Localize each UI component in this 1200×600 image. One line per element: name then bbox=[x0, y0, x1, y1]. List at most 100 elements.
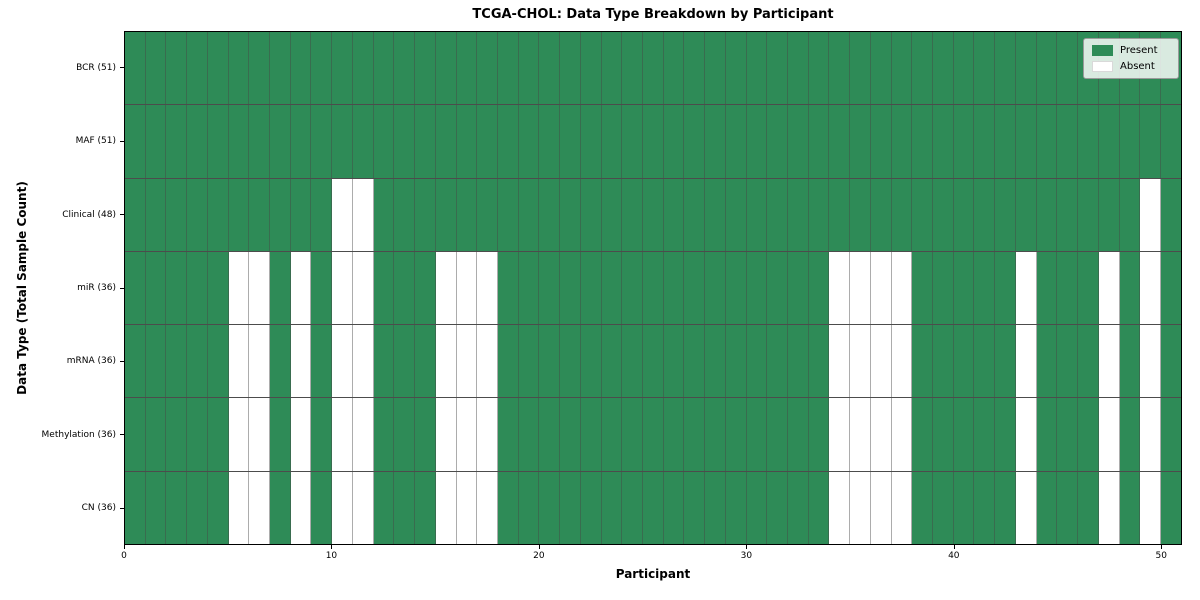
heatmap-cell-present bbox=[746, 471, 768, 544]
heatmap-cell-absent bbox=[477, 251, 498, 325]
heatmap-cell-present bbox=[912, 398, 934, 471]
heatmap-cell-absent bbox=[352, 178, 374, 251]
chart-title: TCGA-CHOL: Data Type Breakdown by Partic… bbox=[472, 7, 834, 22]
heatmap-cell-present bbox=[373, 251, 395, 325]
heatmap-cell-present bbox=[539, 471, 561, 544]
heatmap-cell-present bbox=[767, 398, 788, 471]
legend-entry-absent: Absent bbox=[1092, 61, 1170, 72]
heatmap-cell-present bbox=[933, 251, 954, 325]
heatmap-cell-present bbox=[1036, 325, 1058, 398]
heatmap-cell-present bbox=[497, 325, 519, 398]
heatmap-cell-present bbox=[725, 105, 747, 178]
heatmap-cell-present bbox=[145, 178, 167, 251]
heatmap-cell-present bbox=[705, 325, 726, 398]
heatmap-cell-absent bbox=[228, 398, 250, 471]
heatmap-cell-present bbox=[622, 32, 643, 105]
heatmap-cell-present bbox=[270, 471, 291, 544]
heatmap-cell-present bbox=[373, 398, 395, 471]
heatmap-cell-present bbox=[642, 471, 664, 544]
heatmap-cell-present bbox=[601, 178, 623, 251]
heatmap-cell-present bbox=[518, 471, 540, 544]
heatmap-cell-present bbox=[1015, 105, 1037, 178]
heatmap-cell-present bbox=[1160, 178, 1181, 251]
heatmap-cell-absent bbox=[332, 471, 353, 544]
heatmap-cell-present bbox=[580, 251, 602, 325]
heatmap-cell-present bbox=[187, 471, 208, 544]
heatmap-cell-present bbox=[601, 398, 623, 471]
heatmap-cell-present bbox=[1036, 471, 1058, 544]
heatmap-cell-present bbox=[249, 105, 271, 178]
heatmap-cell-present bbox=[808, 32, 830, 105]
heatmap-cell-present bbox=[270, 251, 291, 325]
heatmap-cell-present bbox=[912, 251, 934, 325]
heatmap-cell-present bbox=[684, 32, 706, 105]
heatmap-cell-present bbox=[145, 105, 167, 178]
heatmap-cell-present bbox=[995, 105, 1016, 178]
heatmap-cell-present bbox=[456, 32, 478, 105]
heatmap-cell-present bbox=[829, 105, 851, 178]
heatmap-cell-present bbox=[560, 398, 581, 471]
heatmap-cell-present bbox=[125, 251, 146, 325]
heatmap-cell-present bbox=[601, 105, 623, 178]
heatmap-cell-present bbox=[580, 398, 602, 471]
heatmap-cell-present bbox=[332, 32, 353, 105]
heatmap-cell-absent bbox=[228, 251, 250, 325]
heatmap-cell-absent bbox=[290, 325, 312, 398]
heatmap-cell-present bbox=[1057, 251, 1079, 325]
heatmap-cell-absent bbox=[870, 251, 892, 325]
heatmap-cell-present bbox=[1160, 398, 1181, 471]
heatmap-cell-present bbox=[933, 178, 954, 251]
x-tick-mark bbox=[953, 545, 955, 549]
heatmap-cell-present bbox=[228, 178, 250, 251]
heatmap-cell-present bbox=[1160, 325, 1181, 398]
x-tick-label: 10 bbox=[325, 551, 338, 561]
heatmap-cell-present bbox=[145, 251, 167, 325]
heatmap-cell-present bbox=[166, 471, 188, 544]
heatmap-cell-present bbox=[1036, 251, 1058, 325]
heatmap-cell-present bbox=[767, 471, 788, 544]
heatmap-cell-present bbox=[891, 105, 913, 178]
heatmap-cell-present bbox=[228, 105, 250, 178]
heatmap-cell-present bbox=[746, 32, 768, 105]
heatmap-cell-present bbox=[187, 32, 208, 105]
heatmap-cell-present bbox=[788, 32, 809, 105]
heatmap-cell-absent bbox=[1015, 471, 1037, 544]
heatmap-cell-present bbox=[539, 325, 561, 398]
heatmap-cell-present bbox=[601, 325, 623, 398]
heatmap-cell-present bbox=[663, 471, 685, 544]
heatmap-cell-present bbox=[1078, 471, 1099, 544]
heatmap-cell-present bbox=[125, 325, 146, 398]
heatmap-cell-present bbox=[166, 178, 188, 251]
heatmap-cell-present bbox=[560, 251, 581, 325]
heatmap-row bbox=[125, 251, 1181, 326]
heatmap-cell-present bbox=[270, 178, 291, 251]
heatmap-cell-absent bbox=[456, 325, 478, 398]
heatmap-cell-present bbox=[1119, 325, 1141, 398]
heatmap-cell-present bbox=[415, 325, 436, 398]
heatmap-cell-absent bbox=[891, 251, 913, 325]
heatmap-cell-present bbox=[808, 178, 830, 251]
heatmap-cell-present bbox=[663, 398, 685, 471]
heatmap-cell-present bbox=[663, 105, 685, 178]
heatmap-cell-present bbox=[995, 32, 1016, 105]
heatmap-cell-present bbox=[311, 471, 333, 544]
heatmap-cell-present bbox=[207, 178, 229, 251]
heatmap-cell-absent bbox=[352, 325, 374, 398]
heatmap-cell-absent bbox=[1140, 178, 1161, 251]
heatmap-row bbox=[125, 325, 1181, 399]
heatmap-cell-absent bbox=[850, 471, 871, 544]
heatmap-cell-present bbox=[788, 105, 809, 178]
heatmap-cell-present bbox=[580, 178, 602, 251]
heatmap-cell-absent bbox=[1015, 398, 1037, 471]
heatmap-cell-present bbox=[850, 178, 871, 251]
heatmap-cell-present bbox=[125, 32, 146, 105]
heatmap-cell-present bbox=[1036, 32, 1058, 105]
heatmap-cell-present bbox=[1057, 471, 1079, 544]
heatmap-cell-present bbox=[311, 398, 333, 471]
heatmap-cell-present bbox=[187, 251, 208, 325]
heatmap-cell-present bbox=[767, 32, 788, 105]
heatmap-cell-present bbox=[415, 251, 436, 325]
heatmap-row bbox=[125, 471, 1181, 544]
heatmap-cell-absent bbox=[829, 325, 851, 398]
heatmap-cell-present bbox=[684, 471, 706, 544]
